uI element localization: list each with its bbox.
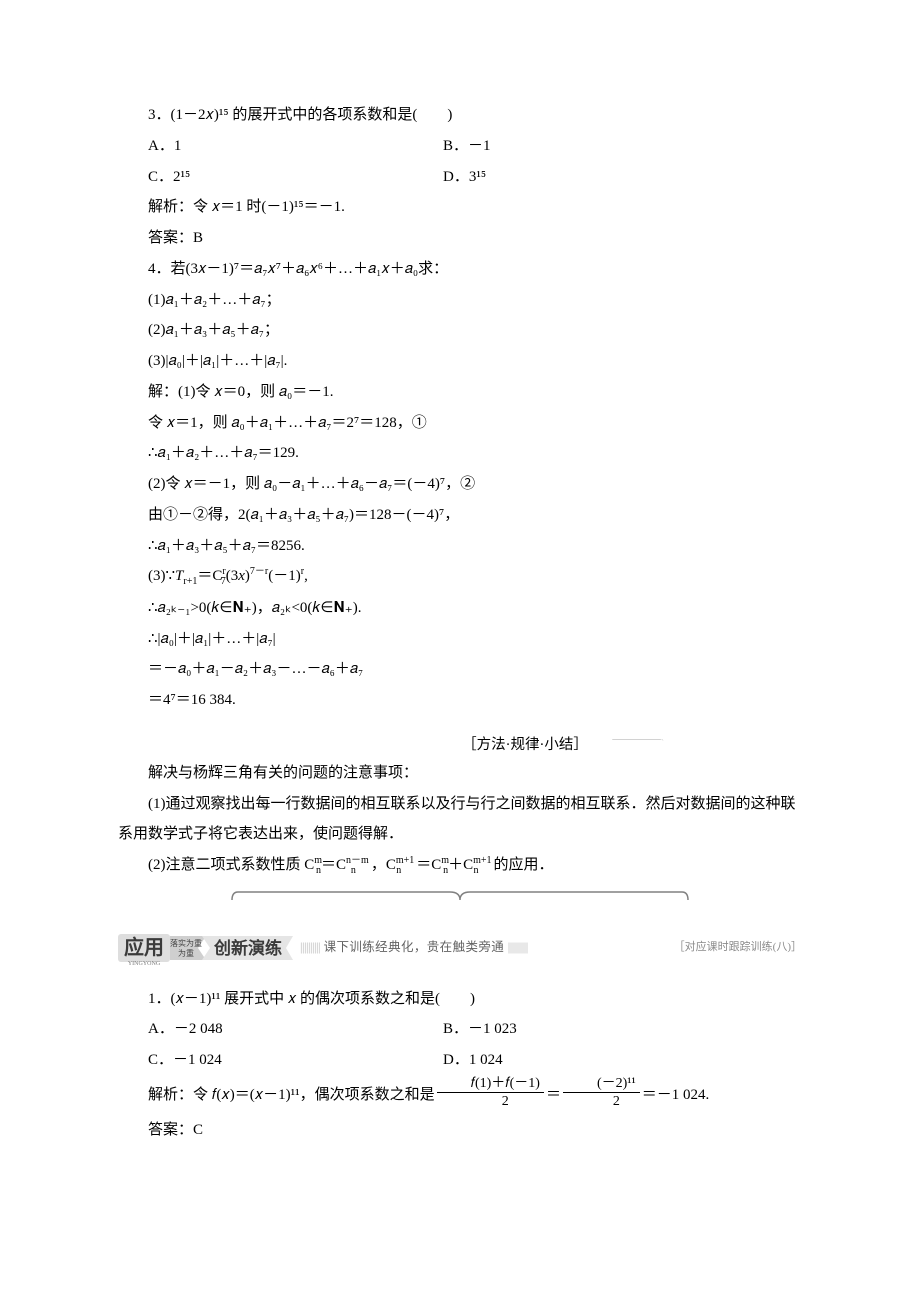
summary-line2: (2)注意二项式系数性质 Cmn＝Cn－mn ，Cm+1n ＝Cmn＋Cm+1n… <box>118 850 802 882</box>
svg-text:创新演练: 创新演练 <box>213 938 282 958</box>
q4-s3c: ∴|𝑎₀|＋|𝑎₁|＋…＋|𝑎₇| <box>118 624 802 655</box>
q1b-opt-c: C．－1 024 <box>148 1045 443 1076</box>
q4-s3e: ＝4⁷＝16 384. <box>118 685 802 716</box>
summary-line1: (1)通过观察找出每一行数据间的相互联系以及行与行之间数据的相互联系．然后对数据… <box>118 789 802 851</box>
q4-s3d: ＝－𝑎₀＋𝑎₁－𝑎₂＋𝑎₃－…－𝑎₆＋𝑎₇ <box>118 654 802 685</box>
q3-answer: 答案：B <box>118 223 802 254</box>
q1b-stem: 1．(𝑥－1)¹¹ 展开式中 𝑥 的偶次项系数之和是( ) <box>118 984 802 1015</box>
summary-heading: ［方法·规律·小结］ <box>118 730 802 750</box>
q1b-opt-b: B．－1 023 <box>443 1014 802 1045</box>
q4-s1c: ∴𝑎₁＋𝑎₂＋…＋𝑎₇＝129. <box>118 438 802 469</box>
q4-s2b: 由①－②得，2(𝑎₁＋𝑎₃＋𝑎₅＋𝑎₇)＝128－(－4)⁷， <box>118 500 802 531</box>
q1b-solution: 解析：令 𝑓(𝑥)＝(𝑥－1)¹¹，偶次项系数之和是𝑓(1)＋𝑓(－1)2＝(－… <box>118 1076 802 1115</box>
q4-s2a: (2)令 𝑥＝－1，则 𝑎₀－𝑎₁＋…＋𝑎₆－𝑎₇＝(－4)⁷，② <box>118 469 802 500</box>
q3-options-row1: A．1 B．－1 <box>148 131 802 162</box>
q1b-opt-d: D．1 024 <box>443 1045 802 1076</box>
closing-brace-icon <box>118 890 802 904</box>
q3-solution: 解析：令 𝑥＝1 时(－1)¹⁵＝－1. <box>118 192 802 223</box>
q3-options-row2: C．2¹⁵ D．3¹⁵ <box>148 162 802 193</box>
svg-text:落实为重: 落实为重 <box>170 938 202 948</box>
summary-line0: 解决与杨辉三角有关的问题的注意事项： <box>118 758 802 789</box>
summary-heading-label: ［方法·规律·小结］ <box>456 731 594 761</box>
q4-s1b: 令 𝑥＝1，则 𝑎₀＋𝑎₁＋…＋𝑎₇＝2⁷＝128，① <box>118 408 802 439</box>
exercise-banner: 应用 YINGYONG 落实为重 为重 创新演练 |||||||||| 课下训练… <box>118 932 802 964</box>
q3-opt-c: C．2¹⁵ <box>148 162 443 193</box>
q1b-options-row1: A．－2 048 B．－1 023 <box>148 1014 802 1045</box>
q4-part2: (2)𝑎₁＋𝑎₃＋𝑎₅＋𝑎₇； <box>118 315 802 346</box>
banner-mid-text: |||||||||| 课下训练经典化，贵在触类旁通 |||||||||| <box>296 935 674 961</box>
banner-badge-icon: 应用 YINGYONG 落实为重 为重 创新演练 <box>118 932 296 964</box>
q3-opt-b: B．－1 <box>443 131 802 162</box>
q1b-options-row2: C．－1 024 D．1 024 <box>148 1045 802 1076</box>
svg-text:为重: 为重 <box>178 948 194 958</box>
q3-opt-d: D．3¹⁵ <box>443 162 802 193</box>
page-content: 3．(1－2𝑥)¹⁵ 的展开式中的各项系数和是( ) A．1 B．－1 C．2¹… <box>0 0 920 1206</box>
banner-right-text: ［对应课时跟踪训练(八)］ <box>674 936 802 959</box>
q4-s3a: (3)∵Tr+1＝Cr7(3x)7－r(－1)r, <box>118 561 802 593</box>
q4-part3: (3)|𝑎₀|＋|𝑎₁|＋…＋|𝑎₇|. <box>118 346 802 377</box>
q4-part1: (1)𝑎₁＋𝑎₂＋…＋𝑎₇； <box>118 285 802 316</box>
q1b-answer: 答案：C <box>118 1115 802 1146</box>
q4-s2c: ∴𝑎₁＋𝑎₃＋𝑎₅＋𝑎₇＝8256. <box>118 531 802 562</box>
q4-stem: 4．若(3𝑥－1)⁷＝𝑎₇𝑥⁷＋𝑎₆𝑥⁶＋…＋𝑎₁𝑥＋𝑎₀求： <box>118 254 802 285</box>
q3-stem: 3．(1－2𝑥)¹⁵ 的展开式中的各项系数和是( ) <box>118 100 802 131</box>
svg-text:YINGYONG: YINGYONG <box>128 961 161 966</box>
q4-s1a: 解：(1)令 𝑥＝0，则 𝑎₀＝－1. <box>118 377 802 408</box>
q1b-opt-a: A．－2 048 <box>148 1014 443 1045</box>
q4-s3b: ∴𝑎₂ₖ₋₁>0(𝑘∈𝐍₊)，𝑎₂ₖ<0(𝑘∈𝐍₊). <box>118 593 802 624</box>
q3-opt-a: A．1 <box>148 131 443 162</box>
svg-text:应用: 应用 <box>124 935 164 959</box>
